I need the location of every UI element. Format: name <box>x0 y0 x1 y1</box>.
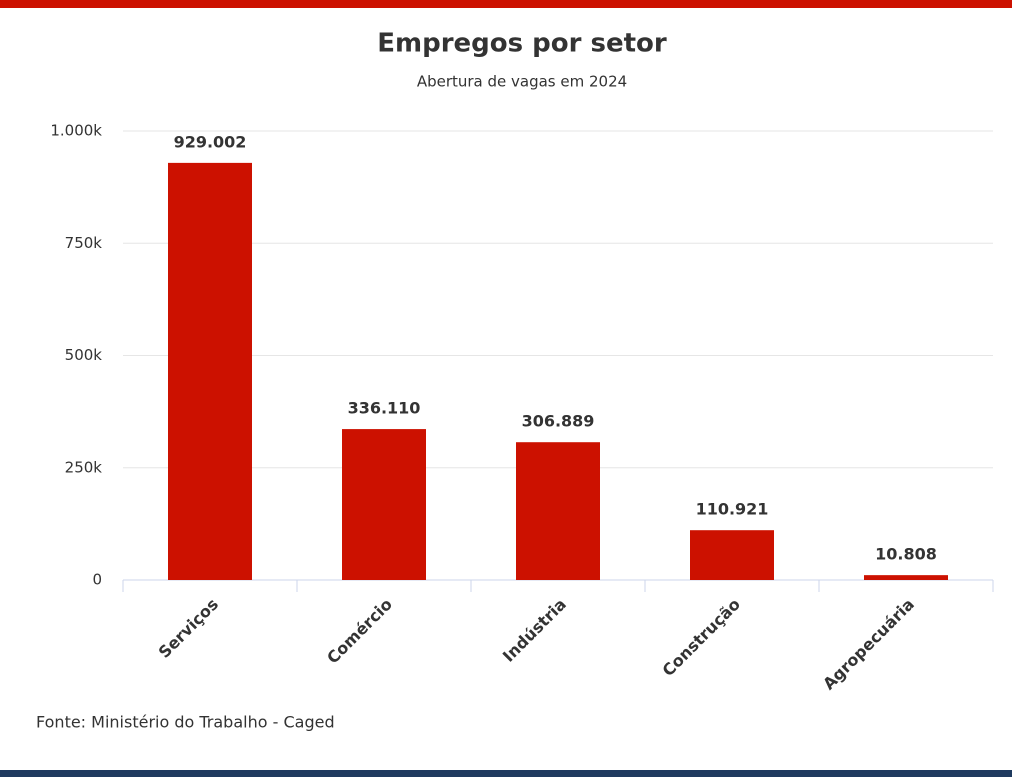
bar <box>342 429 426 580</box>
data-label: 10.808 <box>875 545 937 564</box>
x-tick-label: Serviços <box>155 595 222 662</box>
bar <box>516 442 600 580</box>
y-tick-label: 500k <box>65 346 103 364</box>
data-label: 110.921 <box>696 500 769 519</box>
source-note: Fonte: Ministério do Trabalho - Caged <box>36 713 335 732</box>
bar <box>690 530 774 580</box>
data-label: 306.889 <box>522 412 595 431</box>
bar <box>168 162 252 580</box>
data-label: 929.002 <box>174 132 247 151</box>
x-tick-label: Construção <box>659 595 744 680</box>
bar <box>864 575 948 580</box>
x-tick-label: Comércio <box>323 595 396 668</box>
chart-title: Empregos por setor <box>377 29 667 59</box>
y-tick-label: 750k <box>65 234 103 252</box>
top-bar <box>0 0 1012 8</box>
x-tick-label: Indústria <box>499 595 570 666</box>
x-tick-label: Agropecuária <box>819 595 918 694</box>
chart-subtitle: Abertura de vagas em 2024 <box>417 73 627 91</box>
y-tick-label: 250k <box>65 458 103 476</box>
data-label: 336.110 <box>348 399 421 418</box>
y-tick-label: 1.000k <box>50 122 102 140</box>
y-tick-label: 0 <box>92 571 102 589</box>
bottom-bar <box>0 770 1012 777</box>
